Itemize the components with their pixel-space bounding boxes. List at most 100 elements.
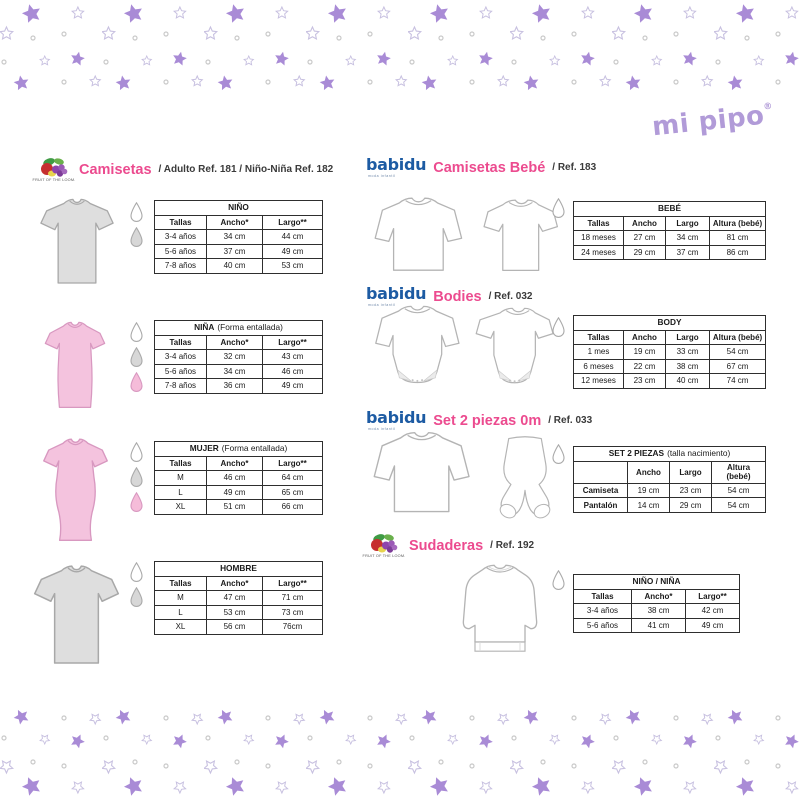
table-cell: 49 cm	[261, 243, 324, 259]
column-header: Tallas	[154, 455, 207, 471]
column-header: Largo	[669, 460, 712, 484]
table-row: 3-4 años 34 cm 44 cm	[154, 229, 324, 245]
table-cell: 37 cm	[206, 243, 263, 259]
column-header: Ancho*	[631, 588, 686, 604]
table-title: SET 2 PIEZAS (talla nacimiento)	[572, 446, 767, 462]
table-cell: 73 cm	[261, 604, 324, 620]
section-header-camisetas: FRUIT OF THE LOOM. Camisetas / Adulto Re…	[32, 157, 333, 182]
table-title: MUJER (Forma entallada)	[153, 441, 324, 457]
color-droplets	[550, 317, 567, 339]
table-cell: 37 cm	[665, 244, 710, 260]
section-ref: / Ref. 183	[552, 162, 597, 173]
table-row: XL 56 cm 76cm	[154, 619, 324, 635]
table-cell: 18 meses	[573, 230, 624, 246]
star-pattern-band-bottom	[0, 703, 800, 800]
fotl-caption: FRUIT OF THE LOOM.	[32, 178, 76, 182]
star-pattern-band-top	[0, 0, 800, 95]
table-cell: 66 cm	[261, 499, 324, 515]
droplet-icon-gray	[130, 347, 143, 368]
babidu-logo: babidu moda infantil	[366, 155, 427, 178]
column-header: Largo**	[261, 334, 324, 350]
table-cell: 44 cm	[261, 229, 324, 245]
table-cell: 19 cm	[627, 482, 670, 499]
table-row: 7-8 años 36 cm 49 cm	[154, 378, 324, 394]
size-table-mujer: MUJER (Forma entallada) Tallas Ancho* Largo…	[153, 441, 324, 515]
droplet-icon-white	[552, 198, 565, 219]
column-header: Largo**	[261, 214, 324, 230]
babidu-wordmark: babidu	[366, 155, 427, 174]
table-title: NIÑA (Forma entallada)	[153, 320, 324, 336]
table-cell: 24 meses	[573, 244, 624, 260]
section-title: Bodies	[433, 288, 482, 305]
section-ref: / Ref. 032	[488, 291, 533, 302]
color-droplets	[128, 202, 145, 249]
table-cell: 29 cm	[669, 497, 712, 513]
column-header: Largo	[665, 215, 710, 231]
fruit-cluster-icon	[371, 534, 398, 553]
column-header: Tallas	[154, 575, 207, 591]
sweatshirt-illustration	[450, 558, 550, 671]
table-cell: 54 cm	[708, 344, 767, 360]
column-header: Ancho	[627, 460, 670, 484]
color-droplets	[128, 442, 145, 514]
table-cell: 19 cm	[623, 344, 666, 360]
table-cell: 43 cm	[261, 349, 324, 365]
table-cell: XL	[154, 499, 207, 515]
table-cell: 33 cm	[665, 344, 710, 360]
color-droplets	[550, 570, 567, 592]
column-header: Ancho*	[206, 575, 263, 591]
table-cell: 76cm	[261, 619, 324, 635]
column-header: Tallas	[573, 588, 632, 604]
table-cell: 46 cm	[261, 363, 324, 379]
fruit-of-the-loom-logo: FRUIT OF THE LOOM.	[363, 533, 405, 558]
droplet-icon-gray	[130, 587, 143, 608]
color-droplets	[128, 322, 145, 394]
table-cell: 53 cm	[206, 604, 263, 620]
tshirt-nino-illustration	[36, 196, 118, 293]
table-row: 5-6 años 41 cm 49 cm	[573, 617, 741, 633]
table-cell: M	[154, 470, 207, 486]
table-cell: Camiseta	[573, 482, 628, 499]
table-row: Camiseta 19 cm 23 cm 54 cm	[573, 482, 767, 499]
table-cell: 29 cm	[623, 244, 666, 260]
table-row: L 53 cm 73 cm	[154, 604, 324, 620]
table-row: XL 51 cm 66 cm	[154, 499, 324, 515]
column-header: Largo**	[261, 575, 324, 591]
body-longsleeve-illustration	[364, 304, 466, 397]
column-header: Largo**	[261, 455, 324, 471]
set-footed-pants-illustration	[488, 423, 562, 548]
fotl-caption: FRUIT OF THE LOOM.	[362, 554, 406, 558]
mipipo-logo: mi pipo®	[650, 100, 774, 143]
table-cell: 54 cm	[710, 497, 767, 513]
table-title: BODY	[572, 315, 767, 331]
table-cell: 3-4 años	[154, 349, 207, 365]
table-cell: 5-6 años	[154, 363, 207, 379]
section-title: Camisetas Bebé	[433, 159, 546, 176]
table-cell: 22 cm	[623, 358, 666, 374]
table-row: 24 meses 29 cm 37 cm 86 cm	[573, 244, 766, 260]
droplet-icon-gray	[130, 467, 143, 488]
droplet-icon-pink	[130, 372, 143, 393]
table-title: BEBÉ	[573, 201, 766, 217]
droplet-icon-white	[130, 322, 143, 343]
size-table-bebe: BEBÉ Tallas Ancho Largo Altura (bebé) 18 me…	[573, 201, 766, 260]
registered-mark: ®	[762, 101, 774, 113]
size-table-nino: NIÑO Tallas Ancho* Largo** 3-4 años 34 cm 44…	[153, 200, 324, 274]
table-cell: L	[154, 604, 207, 620]
section-title: Set 2 piezas 0m	[433, 412, 542, 429]
size-table-hombre: HOMBRE Tallas Ancho* Largo** M 47 cm 71 cm L 5…	[153, 561, 324, 635]
column-header: Ancho	[623, 215, 666, 231]
table-cell: 81 cm	[709, 230, 766, 246]
droplet-icon-gray	[130, 227, 143, 248]
babidu-wordmark: babidu	[366, 284, 427, 303]
table-cell: 34 cm	[665, 230, 710, 246]
table-cell: 7-8 años	[154, 378, 207, 394]
table-cell: 32 cm	[206, 349, 263, 365]
table-row: 12 meses 23 cm 40 cm 74 cm	[573, 373, 767, 389]
color-droplets	[550, 198, 567, 220]
table-cell: 34 cm	[206, 363, 263, 379]
table-cell: 86 cm	[709, 244, 766, 260]
table-cell: 27 cm	[623, 230, 666, 246]
table-cell: M	[154, 590, 207, 606]
